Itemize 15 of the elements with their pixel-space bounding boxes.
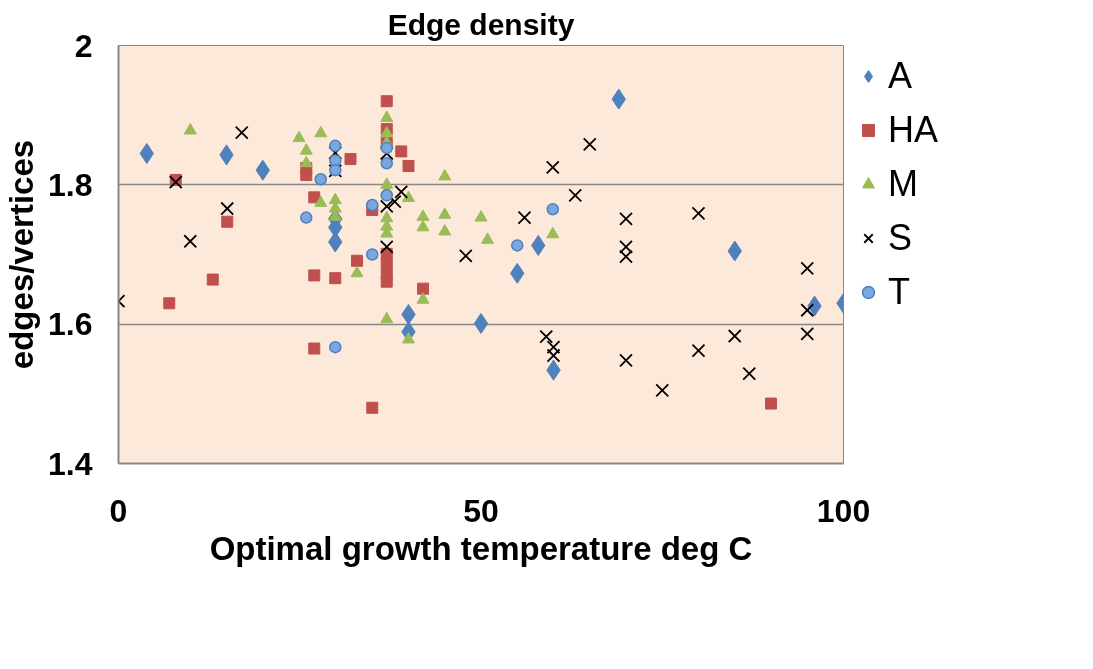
legend-label: HA bbox=[888, 109, 939, 151]
chart-title: Edge density bbox=[387, 7, 575, 41]
legend-label: A bbox=[888, 55, 913, 97]
y-tick-label: 1.8 bbox=[48, 166, 93, 203]
y-tick-label: 1.4 bbox=[48, 445, 93, 482]
legend-label: M bbox=[888, 163, 918, 205]
x-tick-label: 100 bbox=[816, 492, 871, 529]
x-axis-title: Optimal growth temperature deg C bbox=[209, 529, 753, 567]
legend-label: S bbox=[888, 217, 913, 259]
y-tick-label: 2 bbox=[74, 27, 93, 64]
y-axis-title: edges/vertices bbox=[3, 139, 41, 370]
x-tick-label: 0 bbox=[109, 492, 128, 529]
legend-label: T bbox=[888, 271, 910, 313]
x-tick-label: 50 bbox=[463, 492, 499, 529]
y-tick-label: 1.6 bbox=[48, 306, 93, 343]
